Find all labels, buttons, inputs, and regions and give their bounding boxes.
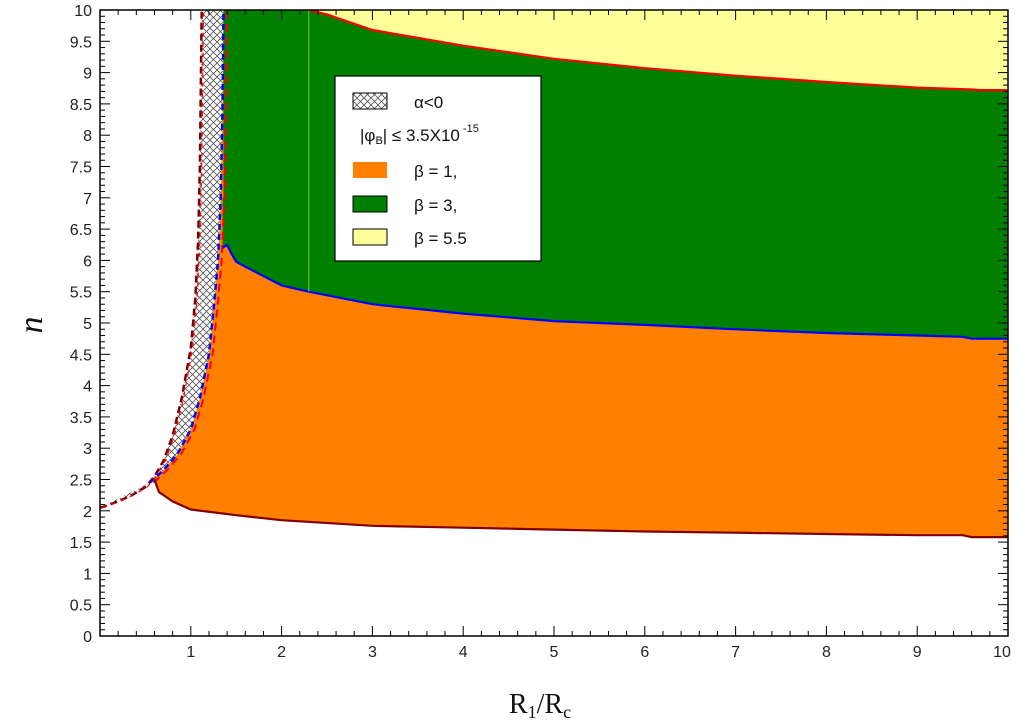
y-tick-label: 8 (83, 128, 92, 145)
y-tick-label: 4 (83, 379, 92, 396)
y-tick-label: 8.5 (70, 97, 92, 114)
y-tick-label: 0 (83, 629, 92, 646)
legend-swatch-beta-1 (353, 162, 387, 178)
y-tick-label: 5.5 (70, 285, 92, 302)
x-tick-label: 8 (822, 644, 831, 661)
y-tick-label: 3 (83, 441, 92, 458)
hatch-right-edge-blue (149, 10, 225, 484)
legend-condition: |φB| ≤ 3.5X10 -15 (360, 123, 479, 147)
y-tick-label: 9 (83, 66, 92, 83)
boundary-beta-3 (221, 243, 1008, 340)
x-tick-label: 2 (277, 644, 286, 661)
x-tick-label: 10 (993, 644, 1011, 661)
y-tick-label: 5 (83, 316, 92, 333)
legend-swatch-hatch (352, 92, 388, 110)
legend-label-beta-5-5: β = 5.5 (414, 229, 467, 248)
x-tick-label: 6 (640, 644, 649, 661)
region-beta-5-5 (308, 10, 1008, 91)
x-tick-label: 1 (186, 644, 195, 661)
legend-swatch-beta-5-5 (352, 228, 388, 246)
y-tick-label: 10 (74, 3, 92, 20)
legend: α<0 |φB| ≤ 3.5X10 -15 β = 1, β = 3, β = … (334, 75, 542, 262)
y-tick-label: 9.5 (70, 34, 92, 51)
y-tick-label: 6 (83, 253, 92, 270)
hatch-right-edge-red (152, 10, 229, 484)
hatch-left-edge-red (101, 10, 205, 509)
y-tick-label: 7 (83, 191, 92, 208)
y-tick-label: 7.5 (70, 160, 92, 177)
legend-label-beta-1: β = 1, (414, 162, 457, 181)
x-tick-label: 5 (550, 644, 559, 661)
boundary-beta-5-5 (308, 10, 1008, 92)
region-alpha-negative (100, 10, 224, 508)
x-tick-label: 9 (913, 644, 922, 661)
y-tick-label: 1 (83, 566, 92, 583)
y-tick-label: 4.5 (70, 347, 92, 364)
y-tick-label: 3.5 (70, 410, 92, 427)
y-tick-label: 2.5 (70, 473, 92, 490)
x-tick-label: 3 (368, 644, 377, 661)
axes: 1 2 3 4 5 6 7 8 9 10 0 0.5 1 1.5 2 2.5 3 3.5 4 4.5 5 5.5 6 6.5 7… (70, 3, 1011, 661)
y-tick-label: 6.5 (70, 222, 92, 239)
y-tick-label: 2 (83, 504, 92, 521)
x-axis-title: R1/Rc (509, 689, 571, 722)
legend-label-hatch: α<0 (414, 93, 443, 112)
x-tick-label: 4 (459, 644, 468, 661)
y-tick-label: 1.5 (70, 535, 92, 552)
y-tick-label: 0.5 (70, 598, 92, 615)
legend-swatch-beta-3 (352, 195, 388, 213)
legend-label-beta-3: β = 3, (414, 196, 457, 215)
x-tick-label: 7 (731, 644, 740, 661)
boundary-beta-1 (153, 479, 1008, 539)
plot-area (100, 10, 1008, 539)
y-axis-title: n (13, 317, 50, 334)
